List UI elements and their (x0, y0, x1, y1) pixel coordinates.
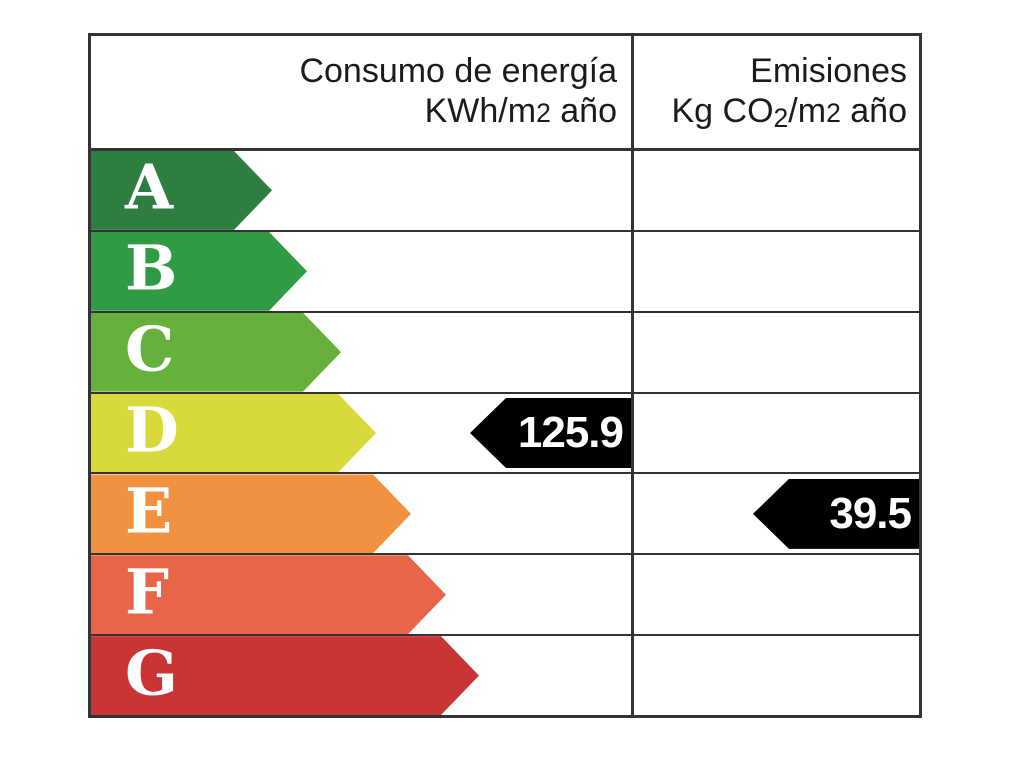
emissions-header-line1: Emisiones (750, 52, 907, 90)
emissions-cell (634, 151, 919, 230)
emissions-cell (634, 636, 919, 715)
energy-header-line2: KWh/m2 año (91, 91, 617, 133)
header-text-segment: 2 (773, 102, 789, 133)
rating-arrow-g: G (91, 636, 479, 715)
emissions-cell (634, 232, 919, 311)
rating-arrow-a: A (91, 151, 272, 230)
energy-column-header: Consumo de energía KWh/m2 año (91, 36, 631, 148)
rating-letter: F (125, 555, 170, 629)
header-text-segment: KWh/m (424, 92, 537, 130)
header-text-segment: año (840, 92, 907, 130)
rating-arrow-f: F (91, 555, 446, 634)
rating-letter: B (125, 231, 178, 305)
emissions-cell (634, 394, 919, 473)
energy-header-line1: Consumo de energía (299, 52, 617, 90)
rating-row-c: C (91, 310, 919, 392)
rating-row-b: B (91, 229, 919, 311)
rating-row-d: 125.9 D (91, 391, 919, 473)
emissions-value-arrow: 39.5 (753, 478, 919, 549)
rating-row-f: F (91, 553, 919, 634)
rating-arrow-e: E (91, 474, 411, 553)
emissions-cell (634, 555, 919, 634)
rating-table: Consumo de energía KWh/m2 año Emisiones … (88, 33, 922, 718)
rating-letter: G (125, 636, 178, 710)
energy-cell: 125.9 (91, 394, 631, 473)
rating-row-a: A (91, 151, 919, 230)
rating-arrow-d: D (91, 394, 376, 473)
rating-row-g: G (91, 634, 919, 715)
rating-rows: A B C 125.9 D 39.5 E F G (91, 151, 919, 715)
energy-value-arrow: 125.9 (470, 398, 631, 468)
emissions-cell (634, 313, 919, 392)
rating-letter: C (125, 312, 175, 386)
rating-letter: A (125, 151, 174, 225)
header-text-segment: 2 (536, 98, 551, 128)
rating-row-e: 39.5 E (91, 472, 919, 553)
rating-letter: D (125, 393, 179, 467)
column-divider (631, 36, 634, 715)
header-text-segment: año (550, 92, 617, 130)
emissions-cell: 39.5 (634, 474, 919, 553)
emissions-column-header: Emisiones Kg CO2/m2 año (634, 36, 919, 148)
header-text-segment: Kg CO (671, 92, 774, 130)
header-text-segment: 2 (826, 98, 841, 128)
rating-arrow-b: B (91, 232, 307, 311)
rating-arrow-c: C (91, 313, 341, 392)
table-header: Consumo de energía KWh/m2 año Emisiones … (91, 36, 919, 151)
header-text-segment: /m (788, 92, 827, 130)
emissions-header-line2: Kg CO2/m2 año (634, 91, 907, 133)
rating-letter: E (125, 474, 173, 548)
